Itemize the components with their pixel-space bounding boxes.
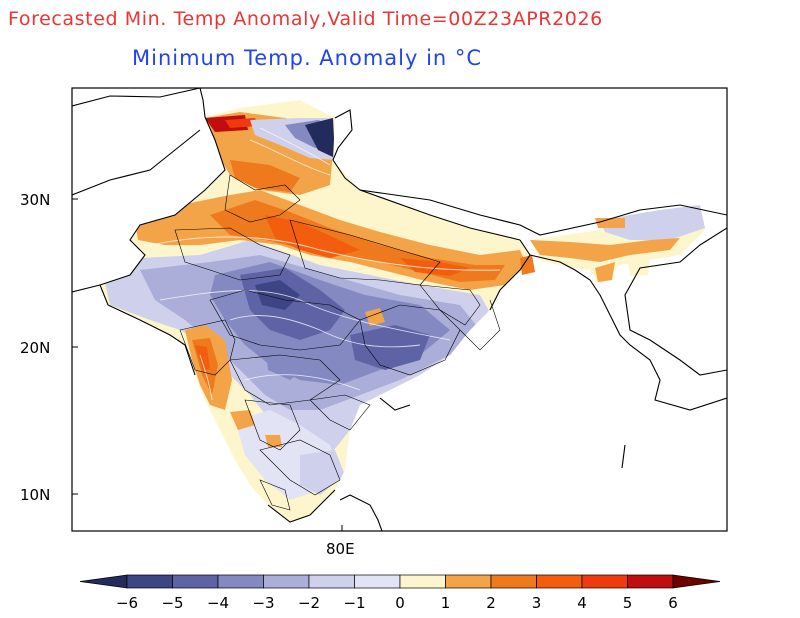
colorbar-label: −3 — [252, 594, 274, 612]
colorbar-label: 6 — [668, 594, 678, 612]
lat-tick-10n: 10N — [20, 486, 50, 504]
colorbar-swatch — [217, 574, 264, 589]
colorbar-label: −2 — [298, 594, 320, 612]
colorbar-swatch — [627, 574, 674, 589]
colorbar-swatch — [445, 574, 492, 589]
colorbar-label: 2 — [486, 594, 496, 612]
colorbar-label: 0 — [395, 594, 405, 612]
colorbar-label: 1 — [441, 594, 451, 612]
colorbar-swatch — [263, 574, 310, 589]
colorbar — [79, 574, 721, 589]
axis-ticks — [72, 198, 343, 531]
colorbar-swatch — [126, 574, 173, 589]
lon-tick-80e: 80E — [326, 540, 355, 558]
map-subtitle: Minimum Temp. Anomaly in °C — [132, 46, 483, 70]
lat-tick-30n: 30N — [20, 191, 50, 209]
colorbar-swatch — [399, 574, 446, 589]
colorbar-swatch — [581, 574, 628, 589]
colorbar-swatch — [672, 574, 721, 589]
contour-lines — [149, 127, 501, 401]
map-title: Forecasted Min. Temp Anomaly,Valid Time=… — [8, 8, 603, 30]
colorbar-swatch — [172, 574, 219, 589]
colorbar-labels: −6 −5 −4 −3 −2 −1 0 1 2 3 4 5 6 — [116, 594, 678, 612]
state-borders — [174, 174, 501, 511]
colorbar-label: −5 — [161, 594, 183, 612]
colorbar-swatch — [354, 574, 401, 589]
colorbar-label: −4 — [207, 594, 229, 612]
colorbar-label: 3 — [532, 594, 542, 612]
colorbar-label: 4 — [577, 594, 587, 612]
colorbar-label: −1 — [343, 594, 365, 612]
country-borders — [72, 88, 727, 531]
colorbar-swatch — [308, 574, 355, 589]
colorbar-swatch — [79, 574, 128, 589]
colorbar-swatch — [490, 574, 537, 589]
lat-tick-20n: 20N — [20, 339, 50, 357]
colorbar-label: −6 — [116, 594, 138, 612]
colorbar-swatch — [536, 574, 583, 589]
colorbar-label: 5 — [623, 594, 633, 612]
